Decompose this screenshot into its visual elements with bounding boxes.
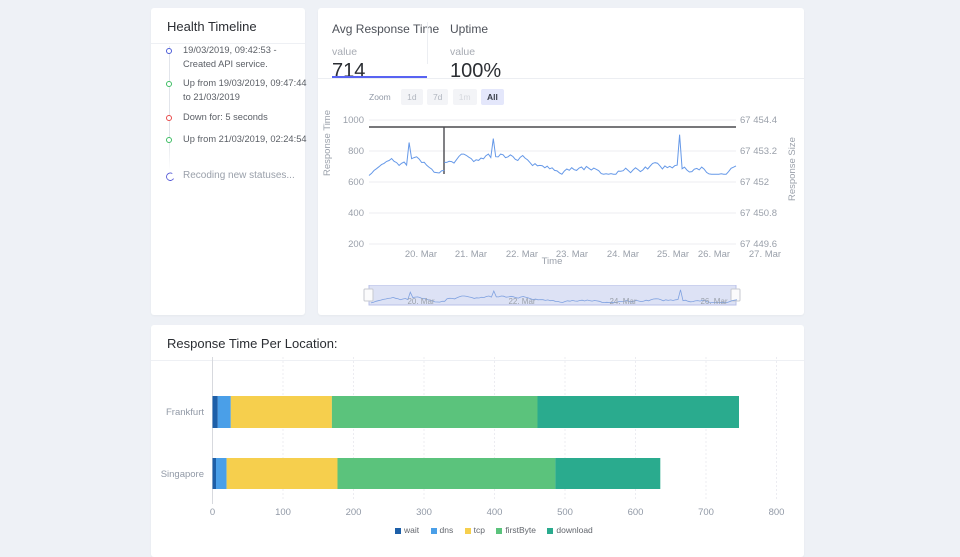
svg-text:800: 800	[348, 146, 364, 157]
svg-text:20. Mar: 20. Mar	[407, 297, 434, 306]
svg-text:400: 400	[487, 507, 503, 518]
svg-text:26. Mar: 26. Mar	[700, 297, 727, 306]
svg-text:700: 700	[698, 507, 714, 518]
svg-text:500: 500	[557, 507, 573, 518]
svg-text:100: 100	[275, 507, 291, 518]
svg-text:400: 400	[348, 208, 364, 219]
svg-text:20. Mar: 20. Mar	[405, 249, 437, 260]
svg-text:800: 800	[769, 507, 785, 518]
svg-text:Singapore: Singapore	[161, 469, 204, 480]
svg-text:24. Mar: 24. Mar	[609, 297, 636, 306]
svg-text:1000: 1000	[343, 115, 364, 126]
svg-text:67 452: 67 452	[740, 177, 769, 188]
svg-text:23. Mar: 23. Mar	[556, 249, 588, 260]
svg-text:0: 0	[210, 507, 215, 518]
svg-text:200: 200	[348, 239, 364, 250]
svg-text:600: 600	[628, 507, 644, 518]
svg-text:300: 300	[416, 507, 432, 518]
svg-text:26. Mar: 26. Mar	[698, 249, 730, 260]
svg-text:22. Mar: 22. Mar	[506, 249, 538, 260]
svg-text:Response Size: Response Size	[787, 137, 798, 201]
svg-text:67 453.2: 67 453.2	[740, 146, 777, 157]
svg-text:200: 200	[346, 507, 362, 518]
svg-text:24. Mar: 24. Mar	[607, 249, 639, 260]
svg-text:67 454.4: 67 454.4	[740, 115, 777, 126]
svg-text:25. Mar: 25. Mar	[657, 249, 689, 260]
svg-text:21. Mar: 21. Mar	[455, 249, 487, 260]
svg-text:Response Time: Response Time	[322, 110, 333, 176]
svg-text:22. Mar: 22. Mar	[508, 297, 535, 306]
svg-text:67 450.8: 67 450.8	[740, 208, 777, 219]
svg-text:Frankfurt: Frankfurt	[166, 407, 204, 418]
svg-text:600: 600	[348, 177, 364, 188]
svg-text:27. Mar: 27. Mar	[749, 249, 781, 260]
